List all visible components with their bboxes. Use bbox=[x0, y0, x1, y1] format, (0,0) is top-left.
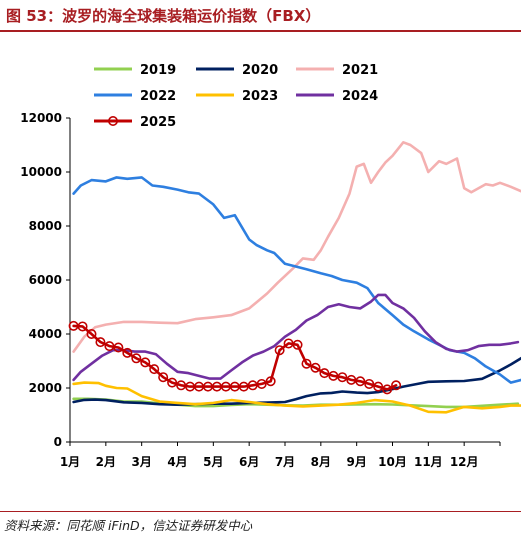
title-divider bbox=[0, 30, 521, 32]
x-tick-label: 8月 bbox=[311, 455, 331, 469]
x-tick-label: 6月 bbox=[239, 455, 259, 469]
series-point-2025 bbox=[355, 376, 366, 387]
x-tick-label: 5月 bbox=[203, 455, 223, 469]
x-tick-label: 10月 bbox=[378, 455, 407, 469]
x-tick-label: 7月 bbox=[275, 455, 295, 469]
series-point-2025 bbox=[95, 337, 106, 348]
legend-label-2020: 2020 bbox=[242, 63, 278, 78]
legend-label-2024: 2024 bbox=[342, 89, 378, 104]
x-tick-label: 2月 bbox=[96, 455, 116, 469]
y-tick-label: 10000 bbox=[20, 165, 62, 179]
legend-label-2023: 2023 bbox=[242, 89, 278, 104]
legend-label-2022: 2022 bbox=[140, 89, 176, 104]
series-point-2025 bbox=[77, 321, 88, 332]
x-tick-label: 12月 bbox=[450, 455, 479, 469]
source-note: 资料来源：同花顺 iFinD，信达证券研发中心 bbox=[4, 518, 253, 533]
x-tick-label: 4月 bbox=[167, 455, 187, 469]
series-point-2025 bbox=[158, 372, 169, 383]
series-point-2025 bbox=[292, 339, 303, 350]
y-tick-label: 4000 bbox=[29, 327, 62, 341]
series-line-2021 bbox=[72, 141, 521, 353]
series-line-2024 bbox=[72, 293, 520, 382]
series-point-2025 bbox=[131, 353, 142, 364]
line-chart: 0 2000 4000 6000 8000 10000 12000 1月 2月 3月 4月 5月 6月 7… bbox=[20, 63, 521, 469]
series-point-2025 bbox=[382, 384, 393, 395]
legend-label-2019: 2019 bbox=[140, 63, 176, 78]
series-point-2025 bbox=[122, 347, 133, 358]
series-point-2025 bbox=[319, 368, 330, 379]
series-point-2025 bbox=[274, 345, 285, 356]
series-point-2025 bbox=[337, 372, 348, 383]
series-line-2020 bbox=[72, 356, 521, 407]
plot-area: 0 2000 4000 6000 8000 10000 12000 1月 2月 3月 4月 5月 6月 7… bbox=[20, 111, 521, 469]
series-point-2025 bbox=[391, 380, 402, 391]
y-tick-label: 12000 bbox=[20, 111, 62, 125]
chart-header: 图 53：波罗的海全球集装箱运价指数（FBX） bbox=[0, 0, 521, 32]
series-point-2025 bbox=[265, 376, 276, 387]
x-tick-label: 11月 bbox=[414, 455, 443, 469]
series-point-2025 bbox=[301, 358, 312, 369]
series-point-2025 bbox=[86, 328, 97, 339]
legend-label-2021: 2021 bbox=[342, 63, 378, 78]
y-tick-label: 8000 bbox=[29, 219, 62, 233]
series-point-2025 bbox=[140, 357, 151, 368]
series-point-2025 bbox=[149, 364, 160, 375]
y-tick-label: 2000 bbox=[29, 381, 62, 395]
series-line-2025 bbox=[72, 324, 398, 391]
series-line-2023 bbox=[72, 381, 521, 414]
x-tick-label: 1月 bbox=[60, 455, 80, 469]
series-point-2025 bbox=[310, 362, 321, 373]
chart-title: 图 53：波罗的海全球集装箱运价指数（FBX） bbox=[6, 7, 321, 25]
y-tick-label: 6000 bbox=[29, 273, 62, 287]
legend-marker-2025 bbox=[108, 116, 119, 127]
series-point-2025 bbox=[373, 381, 384, 392]
legend-label-2025: 2025 bbox=[140, 115, 176, 130]
footer-divider bbox=[0, 511, 521, 512]
x-tick-label: 3月 bbox=[131, 455, 151, 469]
series-point-2025 bbox=[364, 378, 375, 389]
series-point-2025 bbox=[167, 377, 178, 388]
x-tick-label: 9月 bbox=[346, 455, 366, 469]
series-point-2025 bbox=[256, 378, 267, 389]
y-tick-label: 0 bbox=[54, 435, 62, 449]
series-point-2025 bbox=[113, 342, 124, 353]
legend: 2019 2020 2021 2022 2023 2024 2025 bbox=[94, 63, 378, 130]
